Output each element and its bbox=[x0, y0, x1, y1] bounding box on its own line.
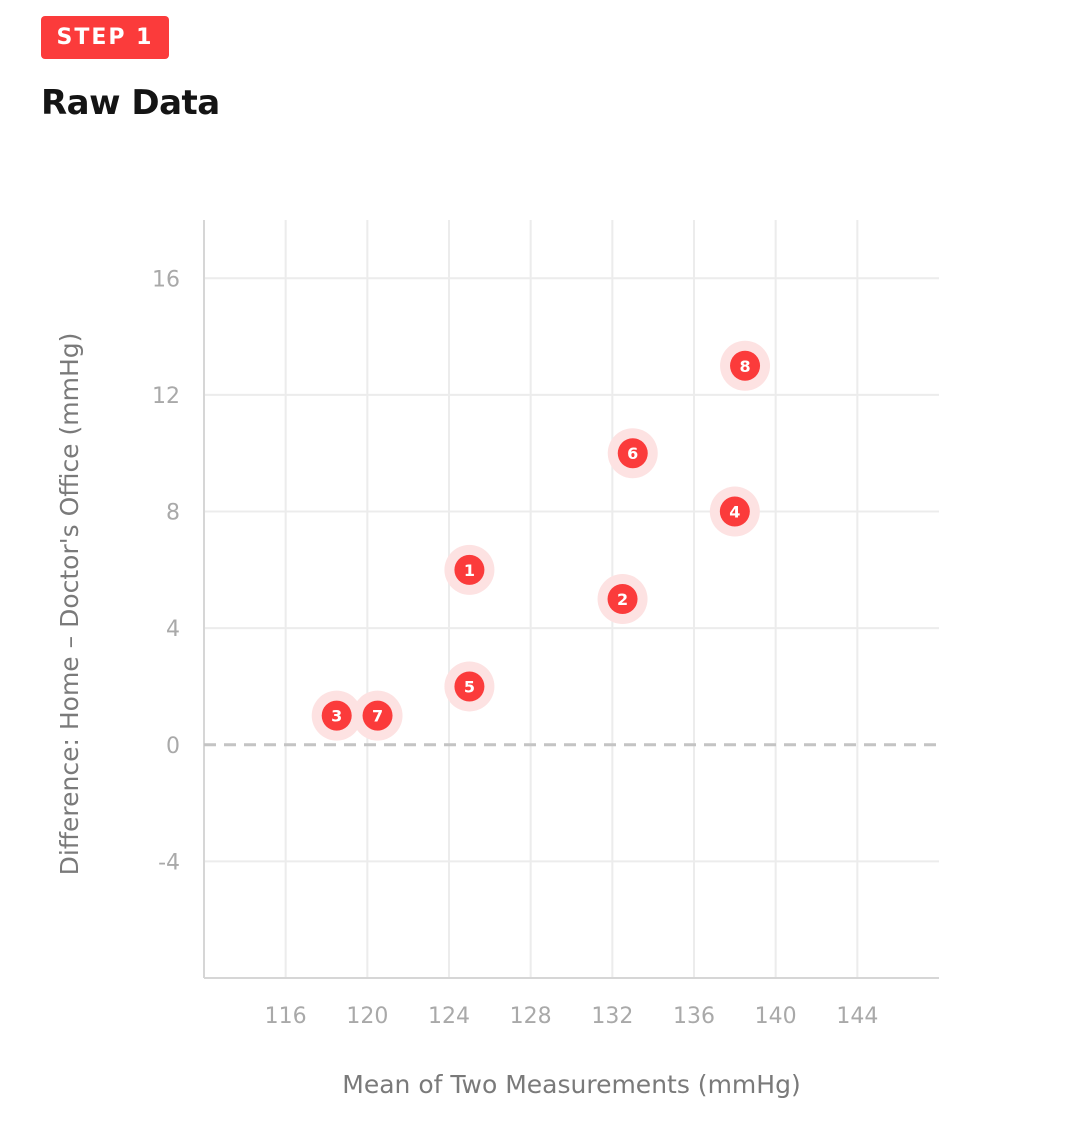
data-points: 1 2 3 4 5 6 7 8 bbox=[311, 340, 771, 741]
x-tick-label: 124 bbox=[428, 1004, 470, 1029]
x-tick-label: 140 bbox=[755, 1004, 797, 1029]
data-point-6: 6 bbox=[607, 428, 658, 479]
data-point-label: 7 bbox=[372, 707, 383, 726]
data-point-marker bbox=[617, 438, 648, 469]
grid-lines bbox=[204, 220, 939, 978]
data-point-label: 8 bbox=[739, 357, 750, 376]
data-point-label: 1 bbox=[464, 561, 475, 580]
data-point-4: 4 bbox=[709, 486, 760, 537]
data-point-label: 6 bbox=[627, 444, 638, 463]
y-tick-label: -4 bbox=[158, 850, 180, 875]
axes bbox=[203, 220, 939, 979]
data-point-marker bbox=[607, 584, 638, 614]
data-point-marker bbox=[730, 350, 761, 381]
data-point-marker bbox=[321, 700, 352, 731]
x-tick-label: 116 bbox=[265, 1004, 307, 1029]
y-tick-label: 4 bbox=[166, 617, 180, 642]
data-point-marker bbox=[719, 496, 750, 527]
data-point-5: 5 bbox=[444, 661, 495, 712]
y-tick-label: 16 bbox=[152, 267, 180, 292]
y-tick-label: 8 bbox=[166, 501, 180, 526]
data-point-label: 2 bbox=[617, 590, 628, 609]
data-point-label: 4 bbox=[729, 503, 740, 522]
x-tick-label: 132 bbox=[591, 1004, 633, 1029]
x-axis-title: Mean of Two Measurements (mmHg) bbox=[342, 1070, 800, 1099]
y-tick-label: 12 bbox=[152, 384, 180, 409]
data-point-3: 3 bbox=[311, 690, 362, 741]
y-tick-label: 0 bbox=[166, 734, 180, 759]
x-tick-label: 144 bbox=[836, 1004, 878, 1029]
data-point-7: 7 bbox=[352, 690, 403, 741]
data-point-2: 2 bbox=[597, 574, 648, 624]
data-point-label: 3 bbox=[331, 707, 342, 726]
data-point-label: 5 bbox=[464, 677, 475, 696]
x-tick-label: 120 bbox=[346, 1004, 388, 1029]
step-badge: STEP 1 bbox=[41, 16, 169, 59]
data-point-8: 8 bbox=[720, 340, 771, 391]
x-tick-label: 128 bbox=[510, 1004, 552, 1029]
x-tick-label: 136 bbox=[673, 1004, 715, 1029]
page-title: Raw Data bbox=[41, 83, 220, 123]
data-point-marker bbox=[454, 671, 485, 702]
data-point-1: 1 bbox=[444, 544, 495, 595]
data-point-marker bbox=[454, 554, 485, 585]
y-axis-title: Difference: Home – Doctor's Office (mmHg… bbox=[55, 333, 84, 876]
data-point-marker bbox=[362, 700, 393, 731]
